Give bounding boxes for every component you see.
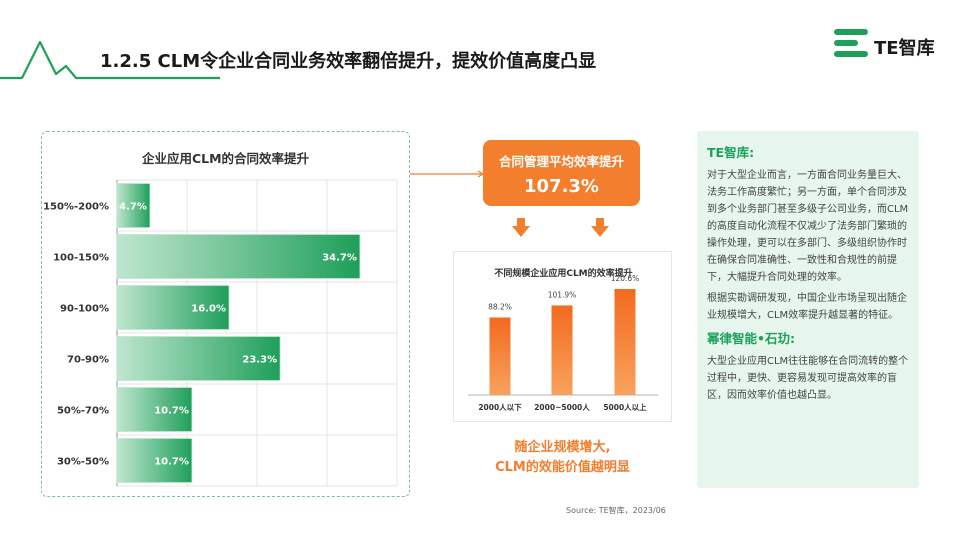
bar	[116, 336, 281, 381]
bar	[489, 317, 511, 395]
commentary-paragraph: 大型企业应用CLM往往能够在合同流转的整个过程中，更快、更容易发现可提高效率的盲…	[707, 356, 909, 401]
bar	[551, 305, 573, 395]
left-bar-chart: 150%-200% 4.7% 100-150% 34.7% 90-100% 16.0% 70…	[43, 179, 398, 487]
category-label: 5000人以上	[603, 402, 647, 412]
category-label: 50%-70%	[57, 406, 109, 417]
mid-chart-panel: 不同规模企业应用CLM的效率提升 88.2% 2000人以下 101.9% 2000~…	[453, 251, 672, 422]
bar	[116, 438, 193, 483]
category-label: 2000人以下	[478, 403, 522, 412]
down-arrow-icon	[591, 218, 609, 237]
kpi-value: 107.3%	[524, 176, 599, 197]
down-arrow-icon	[512, 218, 530, 237]
data-label: 16.0%	[191, 304, 226, 315]
left-chart-title: 企业应用CLM的合同效率提升	[141, 151, 310, 166]
data-label: 101.9%	[548, 290, 577, 299]
category-label: 90-100%	[60, 304, 109, 315]
data-label: 23.3%	[242, 355, 277, 366]
data-label: 34.7%	[322, 253, 357, 264]
bar	[116, 183, 151, 228]
category-label: 30%-50%	[57, 457, 109, 468]
commentary-heading-te: TE智库:	[707, 145, 755, 160]
category-label: 70-90%	[67, 355, 109, 366]
data-label: 120.6%	[611, 274, 640, 283]
logo-text: TE智库	[874, 38, 935, 59]
page-title: 1.2.5 CLM令企业合同业务效率翻倍提升，提效价值高度凸显	[100, 51, 597, 72]
header-pulse-line	[0, 40, 220, 80]
bar	[614, 289, 636, 395]
mid-caption-line2: CLM的效能价值越明显	[495, 460, 630, 475]
data-label: 4.7%	[119, 202, 147, 213]
commentary-heading-expert: 幂律智能•石玏:	[707, 331, 795, 346]
category-label: 100-150%	[53, 253, 109, 264]
bar	[116, 387, 193, 432]
commentary-card: TE智库: 对于大型企业而言，一方面合同业务量巨大、法务工作高度繁忙；另一方面，…	[697, 131, 919, 488]
logo: TE智库	[834, 29, 944, 63]
category-label: 2000~5000人	[534, 403, 590, 412]
category-label: 150%-200%	[43, 202, 109, 213]
bar	[116, 234, 361, 279]
kpi-box: 合同管理平均效率提升 107.3%	[483, 140, 640, 206]
mid-caption: 随企业规模增大, CLM的效能价值越明显	[453, 438, 672, 478]
left-chart-panel: 企业应用CLM的合同效率提升 150%-200% 4.7% 100-150% 34.7…	[41, 131, 410, 497]
kpi-label: 合同管理平均效率提升	[498, 154, 624, 169]
source-note: Source: TE智库，2023/06	[566, 506, 666, 515]
connector-arrow-icon	[410, 170, 485, 178]
data-label: 88.2%	[488, 303, 512, 312]
mid-bar-chart: 不同规模企业应用CLM的效率提升 88.2% 2000人以下 101.9% 2000~…	[468, 267, 658, 412]
data-label: 10.7%	[154, 406, 189, 417]
mid-caption-line1: 随企业规模增大,	[514, 440, 611, 455]
commentary-paragraph: 对于大型企业而言，一方面合同业务量巨大、法务工作高度繁忙；另一方面，单个合同涉及…	[707, 170, 909, 283]
mid-chart-title: 不同规模企业应用CLM的效率提升	[494, 267, 632, 279]
commentary-paragraph: 根据实勘调研发现，中国企业市场呈现出随企业规模增大，CLM效率提升越显著的特征。	[707, 293, 907, 321]
bar	[116, 285, 230, 330]
logo-mark-icon	[834, 29, 868, 59]
data-label: 10.7%	[154, 457, 189, 468]
